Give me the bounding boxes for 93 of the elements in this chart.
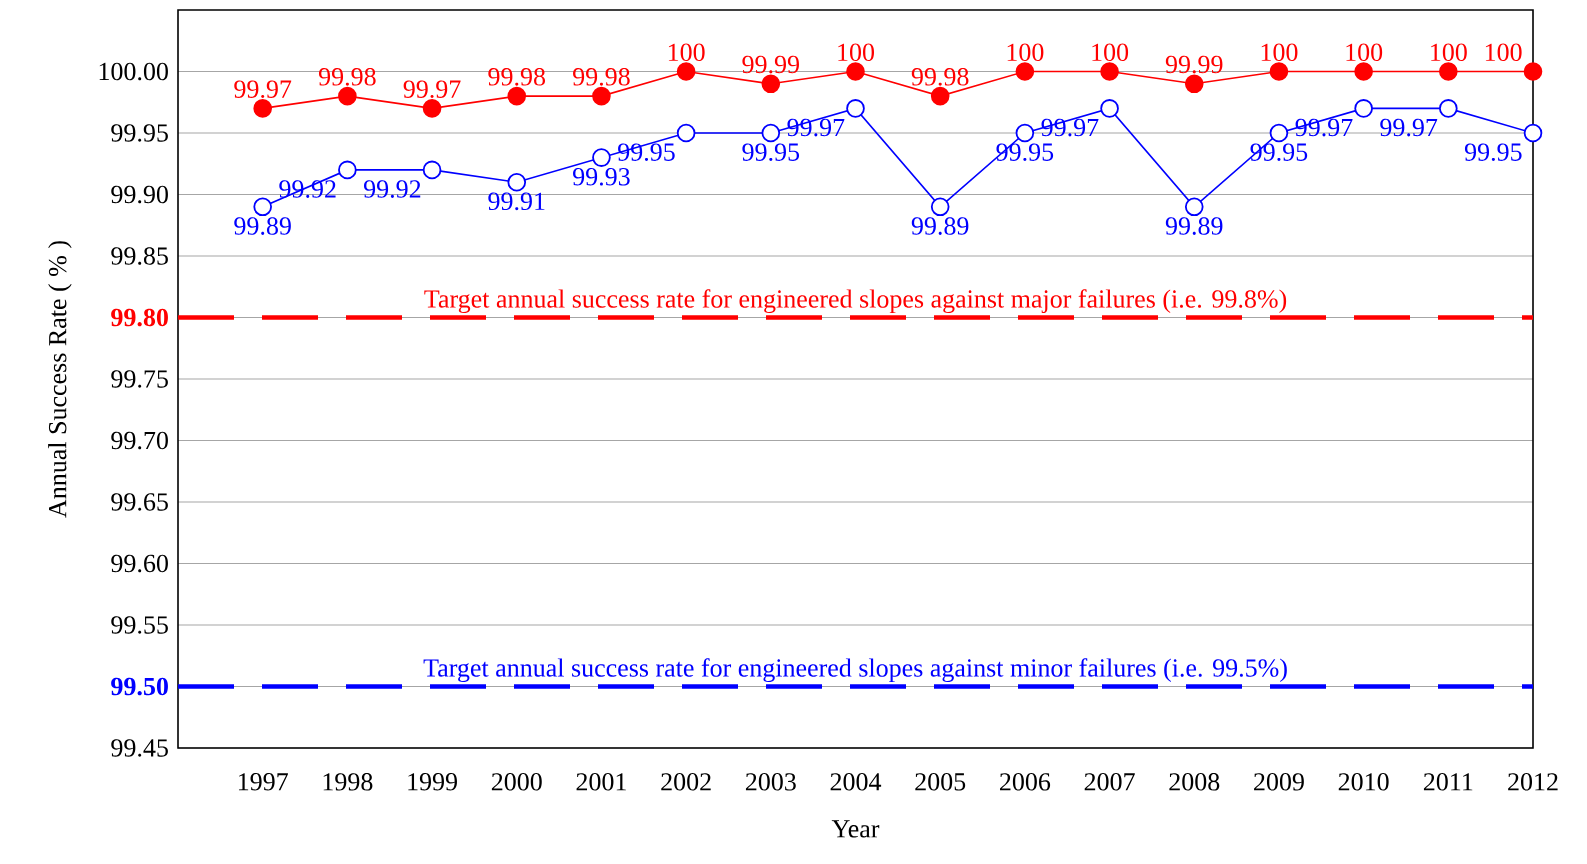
point bbox=[930, 86, 950, 106]
point bbox=[846, 62, 865, 81]
point bbox=[1523, 123, 1543, 143]
data-label: 99.92 bbox=[364, 180, 421, 198]
point bbox=[1354, 99, 1373, 118]
point bbox=[1269, 123, 1289, 143]
data-label: 99.99 bbox=[742, 55, 799, 74]
data-label: 99.89 bbox=[911, 217, 969, 235]
point bbox=[1439, 99, 1458, 118]
point bbox=[592, 86, 611, 106]
data-label: 99.95 bbox=[1464, 143, 1522, 161]
x-tick-label: 2000 bbox=[491, 773, 542, 791]
x-tick-label: 2005 bbox=[915, 773, 966, 791]
x-tick-label: 2004 bbox=[830, 773, 882, 791]
data-label: 99.97 bbox=[1295, 118, 1353, 137]
x-tick-label: 2006 bbox=[1000, 773, 1051, 791]
point bbox=[422, 99, 442, 118]
x-tick-label: 2010 bbox=[1338, 773, 1389, 791]
data-label: 100 bbox=[1346, 43, 1383, 62]
y-tick-label: 99.80 bbox=[111, 308, 168, 327]
point bbox=[761, 74, 781, 94]
point bbox=[1015, 123, 1035, 143]
point bbox=[422, 160, 442, 180]
x-tick-label: 2008 bbox=[1169, 773, 1220, 791]
point bbox=[507, 172, 527, 192]
data-label: 99.99 bbox=[1165, 55, 1223, 74]
point bbox=[1100, 62, 1119, 81]
point bbox=[338, 86, 357, 106]
x-tick-label: 1999 bbox=[408, 773, 457, 791]
y-tick-label: 99.50 bbox=[111, 677, 168, 696]
y-tick-label: 99.60 bbox=[111, 554, 168, 573]
data-label: 99.95 bbox=[618, 143, 675, 161]
point bbox=[338, 160, 357, 180]
data-label: 99.93 bbox=[573, 168, 630, 186]
data-label: 99.89 bbox=[1165, 217, 1223, 235]
y-tick-label: 99.70 bbox=[111, 431, 168, 450]
point bbox=[676, 62, 696, 81]
data-label: 99.89 bbox=[234, 217, 291, 235]
point bbox=[507, 86, 527, 106]
point bbox=[761, 123, 781, 143]
data-label: 100 bbox=[1092, 43, 1129, 62]
y-tick-label: 99.75 bbox=[111, 370, 168, 388]
data-label: 99.98 bbox=[573, 68, 630, 86]
point bbox=[676, 123, 696, 143]
data-label: 100 bbox=[1485, 43, 1522, 62]
ref-line-label: Target annual success rate for engineered slopes against minor failures (i.e. 99.5%) bbox=[423, 658, 1287, 683]
y-tick-label: 100.00 bbox=[99, 62, 168, 81]
data-label: 99.98 bbox=[488, 68, 546, 86]
data-label: 99.98 bbox=[318, 68, 376, 86]
data-label: 100 bbox=[668, 43, 705, 62]
data-label: 100 bbox=[1007, 43, 1044, 62]
point bbox=[1184, 74, 1204, 94]
y-tick-label: 99.85 bbox=[111, 247, 168, 265]
data-label: 99.91 bbox=[488, 192, 545, 211]
x-tick-label: 2009 bbox=[1254, 773, 1304, 791]
point bbox=[1523, 62, 1543, 81]
point bbox=[1015, 62, 1035, 81]
point bbox=[1184, 197, 1204, 217]
x-tick-label: 2002 bbox=[661, 773, 711, 791]
point bbox=[1100, 99, 1119, 118]
x-tick-label: 2007 bbox=[1084, 773, 1135, 791]
y-tick-label: 99.45 bbox=[111, 739, 168, 757]
data-label: 99.97 bbox=[787, 118, 845, 137]
point bbox=[930, 197, 950, 217]
data-label: 99.97 bbox=[234, 80, 292, 99]
data-label: 100 bbox=[1431, 43, 1467, 62]
data-label: 99.97 bbox=[1380, 118, 1438, 137]
x-axis-title: Year bbox=[831, 820, 880, 838]
data-label: 99.98 bbox=[911, 68, 969, 86]
y-axis-title: Annual Success Rate ( % ) bbox=[48, 241, 72, 518]
y-tick-label: 99.90 bbox=[111, 185, 168, 204]
data-label: 99.97 bbox=[403, 80, 461, 99]
point bbox=[1439, 62, 1458, 81]
data-label: 100 bbox=[1261, 43, 1298, 62]
point bbox=[1354, 62, 1373, 81]
point bbox=[846, 99, 865, 118]
data-label: 100 bbox=[838, 43, 875, 62]
y-tick-label: 99.55 bbox=[111, 616, 168, 634]
point bbox=[1269, 62, 1289, 81]
ref-line-label: Target annual success rate for engineered slopes against major failures (i.e. 99.8%) bbox=[424, 289, 1287, 314]
x-tick-label: 2003 bbox=[745, 773, 796, 791]
y-tick-label: 99.65 bbox=[111, 493, 168, 511]
x-tick-label: 2012 bbox=[1508, 773, 1558, 791]
point bbox=[253, 197, 272, 217]
x-tick-label: 1998 bbox=[323, 773, 373, 791]
x-tick-label: 2011 bbox=[1423, 773, 1473, 791]
point bbox=[253, 99, 272, 118]
x-tick-label: 2001 bbox=[576, 773, 626, 791]
data-label: 99.97 bbox=[1041, 118, 1099, 137]
data-label: 99.95 bbox=[742, 143, 800, 161]
x-tick-label: 1997 bbox=[238, 773, 288, 791]
y-tick-label: 99.95 bbox=[111, 124, 168, 142]
point bbox=[592, 148, 611, 167]
